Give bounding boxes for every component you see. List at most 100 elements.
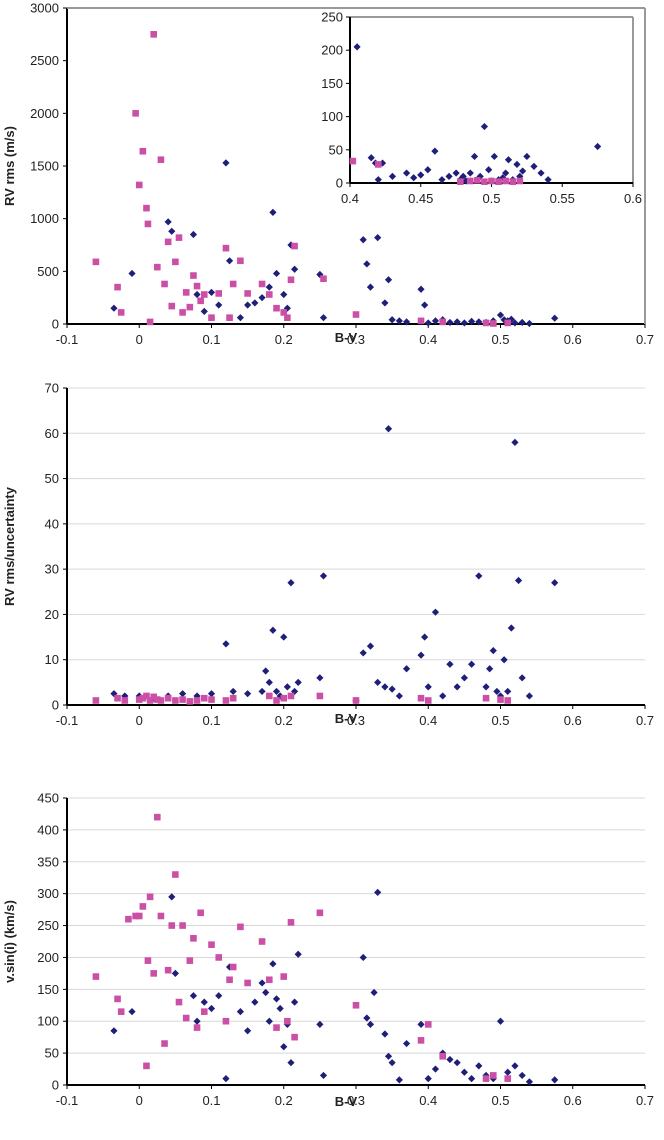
data-point-square (92, 258, 100, 266)
data-point-square (179, 696, 186, 703)
data-point-diamond (200, 998, 208, 1006)
data-point-diamond (229, 687, 237, 696)
data-point-diamond (395, 1076, 403, 1084)
data-point-diamond (276, 1004, 284, 1013)
data-point-square (193, 697, 201, 704)
data-point-diamond (468, 660, 476, 668)
data-point-square (164, 238, 172, 246)
data-point-diamond (402, 665, 411, 673)
data-point-square (222, 1017, 230, 1025)
y-tick-label: 1500 (30, 159, 59, 174)
data-point-square (164, 966, 172, 974)
data-point-diamond (193, 1017, 201, 1025)
data-point-square (117, 1008, 125, 1015)
x-tick-label: 0.7 (636, 713, 654, 728)
inset-data-point-square (474, 177, 481, 184)
data-point-diamond (482, 683, 490, 691)
data-point-square (164, 694, 172, 702)
data-point-diamond (496, 1017, 505, 1025)
data-point-diamond (110, 1027, 118, 1035)
x-tick-label: 0.4 (419, 332, 437, 347)
data-point-diamond (283, 683, 291, 691)
data-point-square (280, 973, 288, 980)
data-point-square (352, 1001, 360, 1009)
data-point-diamond (431, 608, 440, 616)
x-tick-label: 0.2 (275, 332, 293, 347)
data-point-diamond (384, 276, 393, 284)
data-point-square (273, 304, 280, 312)
data-point-diamond (269, 626, 277, 634)
data-point-diamond (424, 1075, 432, 1083)
data-point-diamond (193, 290, 201, 299)
data-point-diamond (496, 311, 505, 319)
y-tick-label: 250 (37, 918, 59, 933)
data-point-square (161, 280, 168, 288)
data-point-square (424, 1021, 432, 1028)
data-point-square (168, 302, 176, 310)
y-tick-label: 70 (45, 381, 59, 396)
data-point-diamond (200, 307, 208, 315)
data-point-diamond (265, 283, 273, 291)
data-point-square (482, 319, 490, 327)
data-point-diamond (381, 1030, 389, 1038)
data-point-square (489, 320, 497, 327)
inset-data-point-diamond (513, 160, 521, 169)
data-point-diamond (287, 241, 295, 249)
data-point-square (258, 938, 266, 945)
data-point-square (482, 1075, 490, 1082)
data-point-diamond (319, 314, 328, 322)
inset-data-point-diamond (480, 122, 489, 131)
data-point-diamond (424, 683, 432, 691)
y-tick-label: 40 (45, 516, 59, 531)
data-point-square (186, 698, 194, 705)
data-point-square (504, 319, 512, 327)
data-point-diamond (417, 1020, 425, 1029)
data-point-square (287, 919, 295, 926)
data-point-diamond (518, 318, 526, 327)
x-tick-label: 0.4 (419, 713, 437, 728)
y-tick-label: 300 (37, 886, 59, 901)
inset-y-tick-label: 250 (321, 10, 343, 25)
data-point-diamond (207, 690, 216, 698)
data-point-square (172, 258, 179, 266)
data-point-square (244, 979, 251, 987)
data-point-square (146, 318, 154, 326)
data-point-square (150, 970, 157, 977)
data-point-square (482, 694, 490, 702)
data-point-square (146, 697, 154, 704)
inset-data-point-square (502, 177, 509, 185)
inset-data-point-diamond (519, 167, 527, 175)
y-tick-label: 10 (45, 652, 59, 667)
data-point-diamond (395, 692, 403, 700)
data-point-diamond (475, 318, 483, 326)
data-point-diamond (316, 674, 324, 682)
y-tick-label: 450 (37, 791, 59, 806)
data-point-diamond (236, 314, 244, 322)
data-point-square (135, 696, 143, 703)
x-tick-label: 0.3 (347, 332, 365, 347)
inset-data-point-diamond (502, 169, 510, 177)
data-point-diamond (363, 1014, 371, 1022)
data-point-square (146, 893, 154, 901)
data-point-diamond (269, 960, 277, 968)
data-point-diamond (366, 642, 375, 650)
data-point-diamond (511, 438, 519, 446)
data-point-diamond (316, 1020, 324, 1029)
data-point-diamond (388, 1059, 396, 1067)
data-point-diamond (468, 317, 476, 325)
x-tick-label: 0.5 (491, 1093, 509, 1108)
data-point-diamond (294, 950, 302, 958)
data-point-diamond (366, 1020, 375, 1029)
data-point-square (175, 234, 183, 241)
data-point-square (215, 290, 223, 297)
data-point-square (439, 1053, 446, 1060)
inset-y-tick-label: 200 (321, 43, 343, 58)
inset-data-point-square (488, 177, 495, 185)
data-point-diamond (439, 692, 447, 700)
inset-data-point-diamond (353, 43, 361, 51)
x-tick-label: 0 (136, 332, 143, 347)
data-point-diamond (258, 687, 266, 696)
data-point-diamond (251, 299, 259, 307)
data-point-square (417, 694, 425, 702)
x-tick-label: -0.1 (56, 332, 78, 347)
